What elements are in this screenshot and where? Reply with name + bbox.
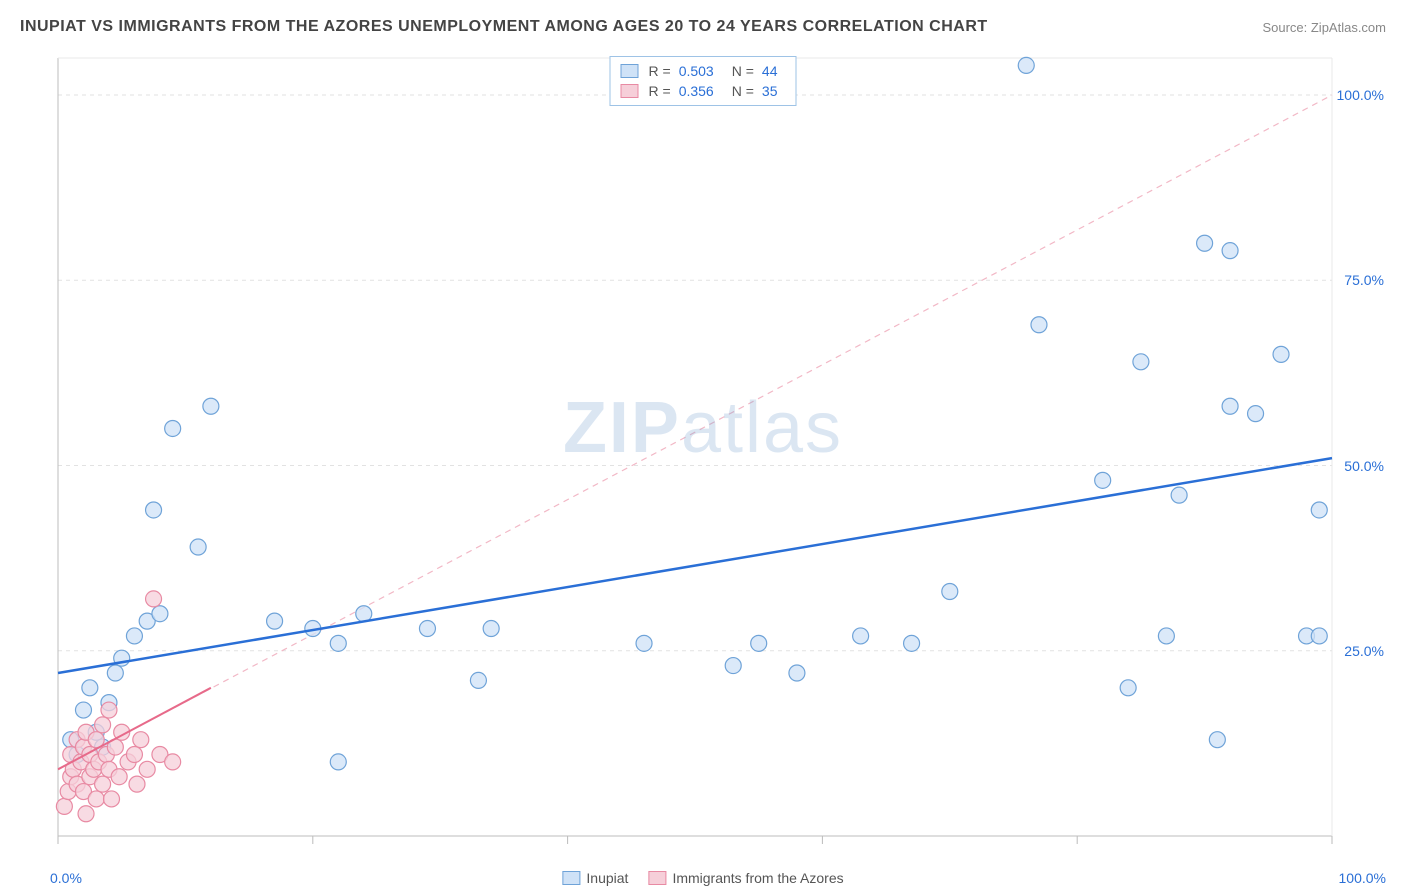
legend-stats: R = 0.503 N = 44 R = 0.356 N = 35 bbox=[610, 56, 797, 106]
chart-container bbox=[50, 50, 1390, 862]
legend-stats-row: R = 0.356 N = 35 bbox=[621, 81, 786, 101]
legend-r-value: 0.356 bbox=[679, 83, 714, 99]
legend-label: Immigrants from the Azores bbox=[672, 870, 843, 886]
source-attribution: Source: ZipAtlas.com bbox=[1262, 20, 1386, 35]
legend-series: Inupiat Immigrants from the Azores bbox=[562, 870, 843, 886]
legend-swatch bbox=[648, 871, 666, 885]
legend-swatch bbox=[562, 871, 580, 885]
legend-r-value: 0.503 bbox=[679, 63, 714, 79]
legend-label: Inupiat bbox=[586, 870, 628, 886]
source-link[interactable]: ZipAtlas.com bbox=[1311, 20, 1386, 35]
legend-n-label: N = bbox=[732, 63, 754, 79]
chart-title: INUPIAT VS IMMIGRANTS FROM THE AZORES UN… bbox=[20, 18, 988, 36]
legend-item: Inupiat bbox=[562, 870, 628, 886]
legend-n-value: 35 bbox=[762, 83, 778, 99]
legend-swatch bbox=[621, 84, 639, 98]
legend-n-label: N = bbox=[732, 83, 754, 99]
source-prefix: Source: bbox=[1262, 20, 1310, 35]
legend-r-label: R = bbox=[649, 63, 671, 79]
y-tick-label: 100.0% bbox=[1337, 87, 1384, 103]
legend-n-value: 44 bbox=[762, 63, 778, 79]
legend-r-label: R = bbox=[649, 83, 671, 99]
legend-swatch bbox=[621, 64, 639, 78]
legend-stats-row: R = 0.503 N = 44 bbox=[621, 61, 786, 81]
x-axis-min-label: 0.0% bbox=[50, 870, 82, 886]
scatter-chart bbox=[50, 50, 1390, 862]
legend-item: Immigrants from the Azores bbox=[648, 870, 843, 886]
y-tick-label: 50.0% bbox=[1344, 458, 1384, 474]
y-tick-label: 75.0% bbox=[1344, 272, 1384, 288]
y-tick-label: 25.0% bbox=[1344, 643, 1384, 659]
x-axis-max-label: 100.0% bbox=[1339, 870, 1386, 886]
